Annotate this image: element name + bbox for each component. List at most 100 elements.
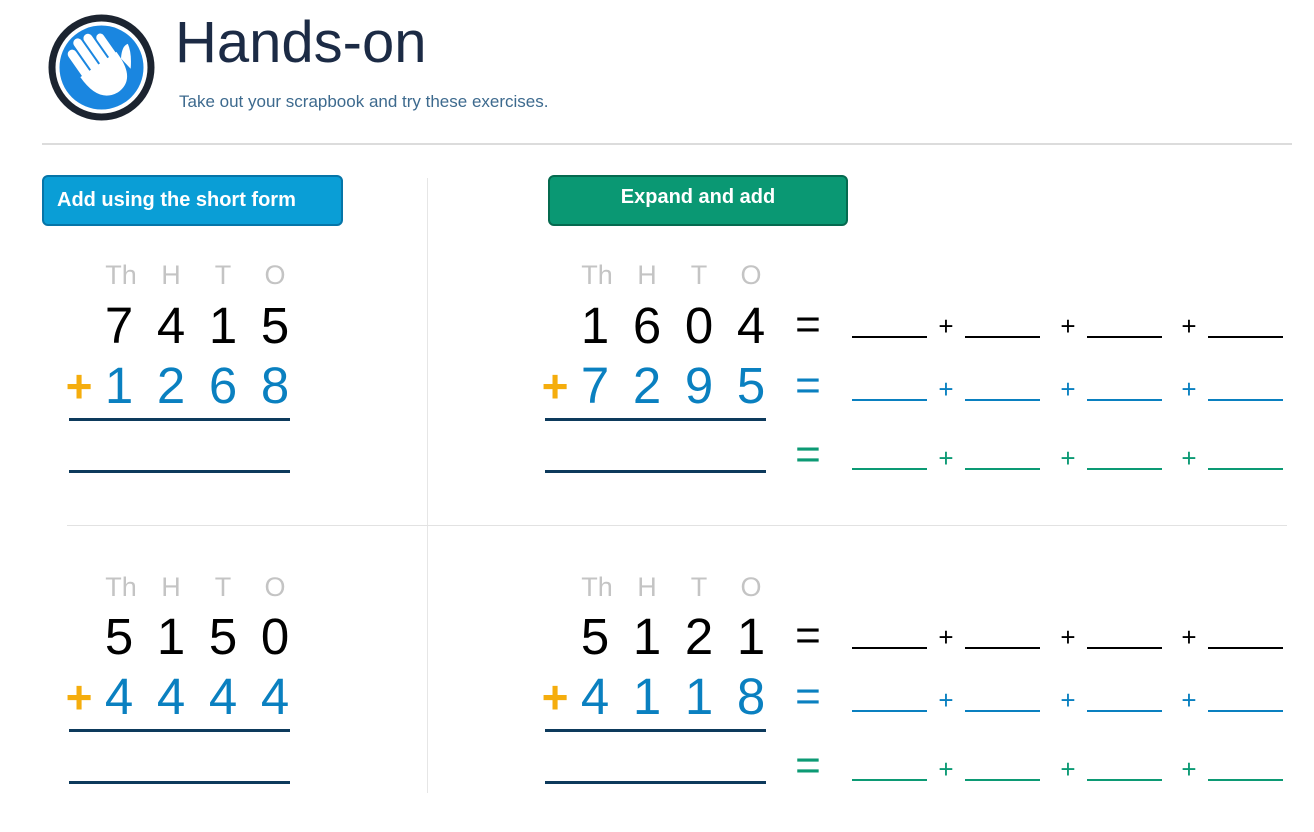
top-digit-tens: 2 xyxy=(684,608,714,665)
expansion-blank[interactable] xyxy=(852,647,927,649)
top-digit-hundreds: 1 xyxy=(156,608,186,665)
plus-operator: + xyxy=(1060,443,1076,473)
place-header-th: Th xyxy=(581,572,613,602)
bottom-digit-tens: 4 xyxy=(208,668,238,725)
equals-sign: = xyxy=(795,361,821,410)
place-header-h: H xyxy=(161,260,181,290)
plus-sign: + xyxy=(541,671,569,723)
expansion-blank[interactable] xyxy=(1208,647,1283,649)
equals-sign: = xyxy=(795,430,821,479)
answer-line[interactable] xyxy=(545,781,766,784)
place-header-o: O xyxy=(264,572,286,602)
expand-and-add-button[interactable]: Expand and add xyxy=(548,175,848,226)
column-divider xyxy=(427,178,428,793)
expansion-blank[interactable] xyxy=(1208,468,1283,470)
equals-sign: = xyxy=(795,741,821,790)
plus-operator: + xyxy=(1060,374,1076,404)
plus-operator: + xyxy=(1181,754,1197,784)
expansion-blank[interactable] xyxy=(852,399,927,401)
plus-sign: + xyxy=(65,671,93,723)
expansion-blank[interactable] xyxy=(965,647,1040,649)
plus-operator: + xyxy=(1181,685,1197,715)
place-header-h: H xyxy=(637,572,657,602)
expansion-blank[interactable] xyxy=(1087,468,1162,470)
place-header-o: O xyxy=(264,260,286,290)
short-form-button[interactable]: Add using the short form xyxy=(42,175,343,226)
top-digit-thousands: 7 xyxy=(104,297,134,354)
answer-line[interactable] xyxy=(545,470,766,473)
expansion-blank[interactable] xyxy=(852,336,927,338)
top-digit-ones: 1 xyxy=(736,608,766,665)
plus-sign: + xyxy=(541,360,569,412)
answer-line[interactable] xyxy=(69,781,290,784)
bottom-digit-tens: 6 xyxy=(208,357,238,414)
top-digit-tens: 1 xyxy=(208,297,238,354)
plus-operator: + xyxy=(1181,443,1197,473)
bottom-digit-thousands: 4 xyxy=(104,668,134,725)
place-header-t: T xyxy=(214,572,232,602)
bottom-digit-hundreds: 4 xyxy=(156,668,186,725)
expansion-blank[interactable] xyxy=(965,399,1040,401)
expansion-blank[interactable] xyxy=(965,336,1040,338)
plus-operator: + xyxy=(1060,685,1076,715)
expansion-blank[interactable] xyxy=(1087,779,1162,781)
expansion-blank[interactable] xyxy=(1087,399,1162,401)
plus-operator: + xyxy=(1060,754,1076,784)
page-title: Hands-on xyxy=(175,10,427,75)
plus-operator: + xyxy=(1181,311,1197,341)
bottom-digit-tens: 9 xyxy=(684,357,714,414)
bottom-digit-thousands: 4 xyxy=(580,668,610,725)
equals-sign: = xyxy=(795,300,821,349)
plus-operator: + xyxy=(938,374,954,404)
expansion-blank[interactable] xyxy=(852,710,927,712)
expansion-blank[interactable] xyxy=(1208,336,1283,338)
place-header-t: T xyxy=(690,260,708,290)
bottom-digit-hundreds: 1 xyxy=(632,668,662,725)
expansion-blank[interactable] xyxy=(1208,710,1283,712)
bottom-digit-hundreds: 2 xyxy=(156,357,186,414)
equals-sign: = xyxy=(795,672,821,721)
bottom-digit-tens: 1 xyxy=(684,668,714,725)
expansion-blank[interactable] xyxy=(1087,647,1162,649)
expansion-blank[interactable] xyxy=(852,779,927,781)
place-header-t: T xyxy=(214,260,232,290)
page-subtitle: Take out your scrapbook and try these ex… xyxy=(179,92,549,111)
plus-operator: + xyxy=(1060,622,1076,652)
place-header-o: O xyxy=(740,572,762,602)
plus-operator: + xyxy=(1181,622,1197,652)
bottom-digit-ones: 8 xyxy=(736,668,766,725)
bottom-digit-ones: 5 xyxy=(736,357,766,414)
expansion-blank[interactable] xyxy=(1208,399,1283,401)
bottom-digit-ones: 4 xyxy=(260,668,290,725)
place-header-t: T xyxy=(690,572,708,602)
top-digit-ones: 4 xyxy=(736,297,766,354)
sum-line xyxy=(545,729,766,732)
bottom-digit-thousands: 7 xyxy=(580,357,610,414)
sum-line xyxy=(69,418,290,421)
plus-operator: + xyxy=(938,685,954,715)
plus-operator: + xyxy=(938,754,954,784)
expansion-blank[interactable] xyxy=(965,468,1040,470)
plus-operator: + xyxy=(938,443,954,473)
sum-line xyxy=(545,418,766,421)
top-digit-hundreds: 6 xyxy=(632,297,662,354)
place-header-th: Th xyxy=(581,260,613,290)
plus-sign: + xyxy=(65,360,93,412)
expansion-blank[interactable] xyxy=(1208,779,1283,781)
plus-operator: + xyxy=(1181,374,1197,404)
equals-sign: = xyxy=(795,611,821,660)
sum-line xyxy=(69,729,290,732)
place-header-h: H xyxy=(161,572,181,602)
expansion-blank[interactable] xyxy=(1087,710,1162,712)
row-divider xyxy=(67,525,1287,526)
top-digit-ones: 0 xyxy=(260,608,290,665)
expansion-blank[interactable] xyxy=(965,710,1040,712)
answer-line[interactable] xyxy=(69,470,290,473)
top-digit-tens: 5 xyxy=(208,608,238,665)
bottom-digit-ones: 8 xyxy=(260,357,290,414)
top-digit-thousands: 5 xyxy=(104,608,134,665)
expansion-blank[interactable] xyxy=(1087,336,1162,338)
expansion-blank[interactable] xyxy=(965,779,1040,781)
top-digit-thousands: 5 xyxy=(580,608,610,665)
expansion-blank[interactable] xyxy=(852,468,927,470)
